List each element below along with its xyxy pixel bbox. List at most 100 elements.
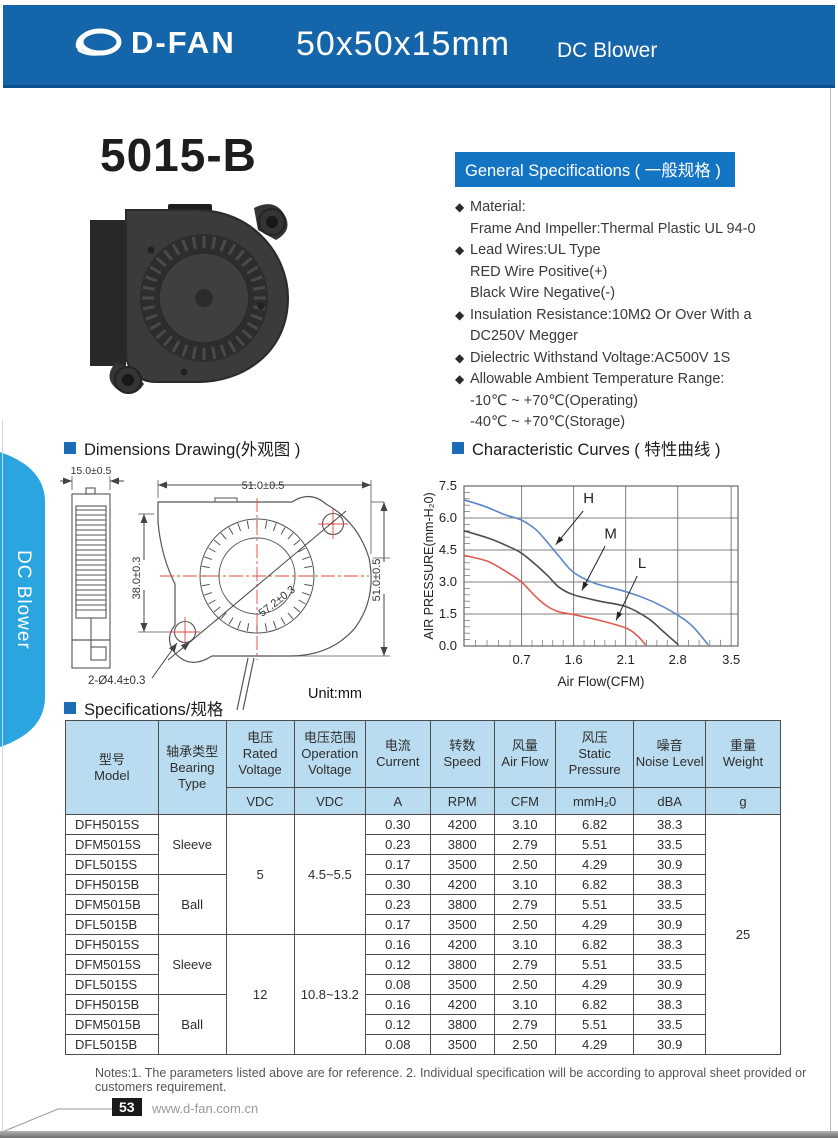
col-unit-weight: g (704, 787, 782, 815)
col-header-operation-voltage: 电压范围 Operation Voltage (293, 720, 367, 788)
logo-text: D-FAN (131, 25, 236, 60)
col-header-weight: 重量 Weight (704, 720, 782, 788)
cell-noise: 38.3 (633, 994, 706, 1015)
general-spec-item-text: Dielectric Withstand Voltage:AC500V 1S (470, 349, 731, 366)
cell-pressure: 4.29 (554, 914, 635, 935)
cell-air-flow: 3.10 (493, 994, 556, 1015)
general-specs-list: ◆ Material: Frame And Impeller:Thermal Pla… (455, 197, 767, 434)
cell-noise: 33.5 (633, 834, 706, 855)
cell-current: 0.16 (365, 994, 431, 1015)
cell-noise: 30.9 (633, 974, 706, 995)
cell-air-flow: 2.50 (493, 1034, 556, 1055)
cell-model: DFH5015B (65, 994, 159, 1015)
cell-air-flow: 2.79 (493, 834, 556, 855)
general-spec-item: DC250V Megger (455, 326, 767, 348)
svg-text:Unit:mm: Unit:mm (308, 686, 362, 702)
cell-model: DFL5015S (65, 854, 159, 875)
cell-noise: 33.5 (633, 894, 706, 915)
svg-text:3.5: 3.5 (722, 652, 740, 667)
svg-text:2-Ø4.4±0.3: 2-Ø4.4±0.3 (88, 675, 145, 687)
cell-bearing: Sleeve (157, 934, 227, 995)
svg-text:2.1: 2.1 (617, 652, 635, 667)
cell-speed: 3500 (429, 854, 495, 875)
general-spec-item: ◆ Lead Wires:UL Type (455, 240, 767, 262)
general-spec-item: ◆ Material: (455, 197, 767, 219)
cell-model: DFM5015S (65, 954, 159, 975)
cell-operation-voltage: 10.8~13.2 (293, 934, 367, 1055)
cell-model: DFL5015S (65, 974, 159, 995)
cell-current: 0.17 (365, 854, 431, 875)
cell-speed: 3800 (429, 834, 495, 855)
col-unit-static-pressure: mmH₂0 (554, 787, 635, 815)
table-row: DFH5015B Ball 0.30 4200 3.10 6.82 38.3 (65, 874, 781, 935)
cell-speed: 4200 (429, 814, 495, 835)
col-header-current: 电流 Current (365, 720, 431, 788)
table-row: DFL5015S 0.17 3500 2.50 4.29 30.9 (65, 854, 781, 875)
general-spec-item: ◆ Allowable Ambient Temperature Range: (455, 369, 767, 391)
general-specs-title: General Specifications ( 一般规格 ) (455, 152, 735, 187)
page-bottom-band (0, 1131, 838, 1138)
diamond-bullet-icon: ◆ (455, 372, 465, 386)
photo-flange (90, 220, 126, 366)
col-unit-noise-level: dBA (633, 787, 706, 815)
header-bar: D-FAN 50x50x15mm DC Blower (3, 5, 835, 88)
curve-label-M: M (604, 525, 617, 542)
table-row: DFM5015S 0.12 3800 2.79 5.51 33.5 (65, 954, 781, 975)
cell-air-flow: 2.50 (493, 974, 556, 995)
svg-text:0.7: 0.7 (513, 652, 531, 667)
cell-pressure: 6.82 (554, 994, 635, 1015)
cell-model: DFM5015B (65, 894, 159, 915)
blue-square-icon (64, 442, 76, 454)
col-header-static-pressure: 风压 Static Pressure (554, 720, 635, 788)
general-spec-item-text: -10℃ ~ +70℃(Operating) (470, 392, 638, 409)
cell-noise: 38.3 (633, 814, 706, 835)
svg-text:4.5: 4.5 (439, 542, 457, 557)
cell-noise: 38.3 (633, 934, 706, 955)
cell-current: 0.12 (365, 1014, 431, 1035)
diamond-bullet-icon: ◆ (455, 307, 465, 322)
general-spec-item-text: Insulation Resistance:10MΩ Or Over With … (470, 306, 752, 323)
cell-pressure: 6.82 (554, 874, 635, 895)
svg-text:38.0±0.3: 38.0±0.3 (131, 557, 143, 600)
general-spec-item: -10℃ ~ +70℃(Operating) (455, 391, 767, 413)
cell-rated-voltage: 12 (225, 934, 295, 1055)
characteristic-curves-chart: 0.7 1.6 2.1 2.8 3.5 0.0 1.5 3.0 4.5 6.0 7.5 H M L Air … (420, 478, 752, 698)
side-tab-shape (0, 452, 45, 747)
curve-label-L: L (638, 555, 646, 572)
dimensions-heading-label: Dimensions Drawing(外观图 ) (84, 441, 301, 459)
cell-noise: 30.9 (633, 854, 706, 875)
general-spec-item: ◆ Dielectric Withstand Voltage:AC500V 1S (455, 348, 767, 370)
notes-text: Notes:1. The parameters listed above are… (95, 1066, 807, 1094)
cell-rated-voltage: 5 (225, 814, 295, 935)
cell-air-flow: 3.10 (493, 934, 556, 955)
col-header-speed: 转数 Speed (429, 720, 495, 788)
cell-speed: 4200 (429, 934, 495, 955)
cell-bearing: Ball (157, 994, 227, 1055)
diamond-bullet-icon: ◆ (455, 200, 465, 214)
cell-air-flow: 2.50 (493, 914, 556, 935)
diamond-bullet-icon: ◆ (455, 350, 465, 365)
cell-air-flow: 2.50 (493, 854, 556, 875)
svg-text:7.5: 7.5 (439, 478, 457, 493)
svg-text:57.2±0.3: 57.2±0.3 (257, 584, 298, 620)
cell-speed: 3800 (429, 954, 495, 975)
curves-heading-label: Characteristic Curves ( 特性曲线 ) (472, 441, 721, 459)
general-specs-section: General Specifications ( 一般规格 ) ◆ Materia… (455, 152, 767, 434)
cell-current: 0.16 (365, 934, 431, 955)
general-spec-item-text: Allowable Ambient Temperature Range: (470, 371, 725, 387)
y-axis-label: AIR PRESSURE(mm-H₂0) (422, 492, 436, 639)
cell-speed: 3500 (429, 1034, 495, 1055)
cell-model: DFM5015B (65, 1014, 159, 1035)
cell-model: DFH5015S (65, 814, 159, 835)
cell-speed: 4200 (429, 994, 495, 1015)
cell-current: 0.12 (365, 954, 431, 975)
cell-model: DFL5015B (65, 1034, 159, 1055)
cell-current: 0.17 (365, 914, 431, 935)
curve-label-H: H (583, 490, 594, 507)
curve-M (463, 530, 680, 646)
svg-text:51.0±0.5: 51.0±0.5 (242, 480, 285, 492)
dimensions-drawing: 15.0±0.5 (60, 465, 390, 711)
specifications-heading-label: Specifications/规格 (84, 701, 224, 719)
table-row: DFL5015B 0.17 3500 2.50 4.29 30.9 (65, 914, 781, 935)
corner-mark (2, 1108, 112, 1133)
